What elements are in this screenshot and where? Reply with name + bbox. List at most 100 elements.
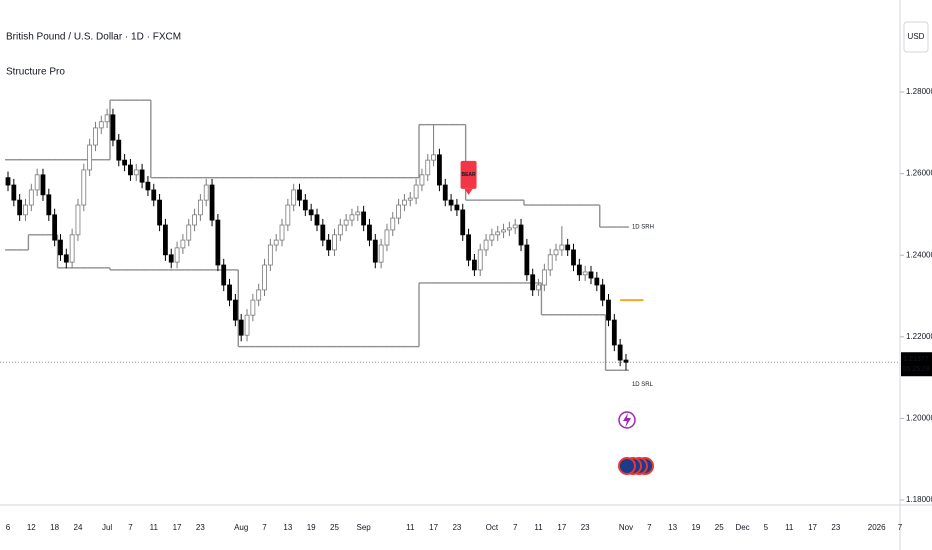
chart-title: British Pound / U.S. Dollar · 1D · FXCM bbox=[6, 32, 181, 43]
x-tick-label: 12 bbox=[27, 523, 36, 532]
candle-body bbox=[244, 314, 250, 336]
candle-body bbox=[215, 219, 221, 266]
candle-body bbox=[192, 214, 197, 226]
candle-body bbox=[565, 244, 571, 251]
candle-body bbox=[611, 319, 617, 346]
x-tick-label: Sep bbox=[357, 523, 372, 532]
candle-body bbox=[285, 204, 291, 226]
candle-body bbox=[378, 244, 384, 263]
candle-body bbox=[361, 211, 367, 226]
candle-body bbox=[530, 274, 536, 291]
candle-body bbox=[390, 217, 396, 231]
annotation-pointer bbox=[464, 188, 473, 195]
candle-body bbox=[617, 344, 623, 361]
candle-body bbox=[576, 264, 582, 276]
candle-body bbox=[279, 224, 285, 241]
candle-body bbox=[46, 194, 52, 216]
candle-body bbox=[40, 174, 46, 196]
candle-body bbox=[110, 114, 116, 141]
candle-body bbox=[559, 244, 565, 251]
candle-body bbox=[52, 214, 58, 241]
y-tick-label: 1.20000 bbox=[906, 414, 932, 423]
candle-body bbox=[139, 169, 145, 183]
structure-label: 1D SRL bbox=[632, 382, 654, 388]
x-tick-label: 5 bbox=[764, 523, 769, 532]
x-tick-label: 25 bbox=[715, 523, 724, 532]
candle-body bbox=[116, 139, 122, 161]
candle-body bbox=[506, 227, 512, 231]
candle-body bbox=[163, 224, 168, 256]
candle-body bbox=[93, 127, 98, 146]
candle-body bbox=[460, 209, 466, 236]
candle-body bbox=[471, 259, 477, 271]
currency-box[interactable] bbox=[903, 21, 929, 53]
candle-body bbox=[477, 249, 483, 271]
x-tick-label: Aug bbox=[234, 523, 248, 532]
candle-body bbox=[273, 239, 279, 246]
candle-body bbox=[320, 224, 326, 241]
x-tick-label: 23 bbox=[581, 523, 590, 532]
candle-body bbox=[454, 204, 460, 211]
candle-body bbox=[349, 214, 355, 221]
candle-body bbox=[518, 224, 524, 246]
candle-body bbox=[58, 239, 63, 256]
x-tick-label: 23 bbox=[196, 523, 205, 532]
y-tick-label: 1.18000 bbox=[906, 495, 932, 504]
lightning bbox=[623, 413, 631, 428]
candle-body bbox=[623, 359, 629, 363]
candle-body bbox=[297, 189, 302, 201]
candle-body bbox=[571, 249, 576, 266]
candle-body bbox=[337, 224, 343, 236]
x-tick-label: 17 bbox=[173, 523, 182, 532]
candle-body bbox=[81, 169, 87, 206]
candle-body bbox=[588, 271, 594, 279]
x-tick-label: 7 bbox=[513, 523, 518, 532]
candle-body bbox=[308, 209, 314, 216]
candle-body bbox=[262, 264, 267, 291]
candle-body bbox=[431, 154, 436, 161]
y-tick-label: 1.24000 bbox=[906, 250, 932, 259]
x-tick-label: 19 bbox=[307, 523, 316, 532]
candle-body bbox=[343, 219, 349, 226]
candle-body bbox=[425, 159, 431, 176]
annotation-label: BEAR bbox=[461, 172, 476, 178]
candle-body bbox=[104, 114, 110, 123]
currency[interactable]: USD bbox=[908, 32, 925, 41]
candle-body bbox=[238, 319, 244, 336]
candle-body bbox=[594, 277, 600, 286]
x-tick-label: 19 bbox=[691, 523, 700, 532]
countdown-label: 05:25:28 bbox=[902, 366, 929, 373]
x-tick-label: 6 bbox=[6, 523, 11, 532]
x-tick-label: 2026 bbox=[868, 523, 886, 532]
event-icons[interactable] bbox=[618, 411, 654, 475]
candle-body bbox=[547, 254, 553, 271]
candle-body bbox=[448, 199, 454, 206]
candle-body bbox=[512, 224, 518, 229]
x-tick-label: 24 bbox=[74, 523, 83, 532]
candle-body bbox=[553, 249, 559, 256]
annotation-box bbox=[460, 160, 477, 189]
candle-body bbox=[302, 199, 308, 211]
x-tick-label: 11 bbox=[785, 523, 794, 532]
candle-body bbox=[541, 269, 547, 286]
candle-body bbox=[87, 144, 93, 171]
x-tick-label: 7 bbox=[128, 523, 133, 532]
candle-body bbox=[332, 234, 337, 251]
flag-icon[interactable] bbox=[618, 457, 636, 475]
candle-body bbox=[384, 229, 390, 246]
candle-body bbox=[151, 189, 157, 201]
candle-body bbox=[250, 299, 256, 316]
candle-body bbox=[209, 184, 215, 221]
candle-body bbox=[396, 204, 402, 219]
candle-body bbox=[536, 284, 541, 291]
y-tick-label: 1.22000 bbox=[906, 332, 932, 341]
candle-body bbox=[483, 239, 489, 251]
candle-body bbox=[221, 264, 227, 286]
x-tick-label: 23 bbox=[452, 523, 461, 532]
candle-body bbox=[168, 254, 174, 263]
x-tick-label: 18 bbox=[50, 523, 59, 532]
last-price-label: 1.21377 bbox=[903, 356, 928, 363]
x-tick-label: Jul bbox=[102, 523, 112, 532]
